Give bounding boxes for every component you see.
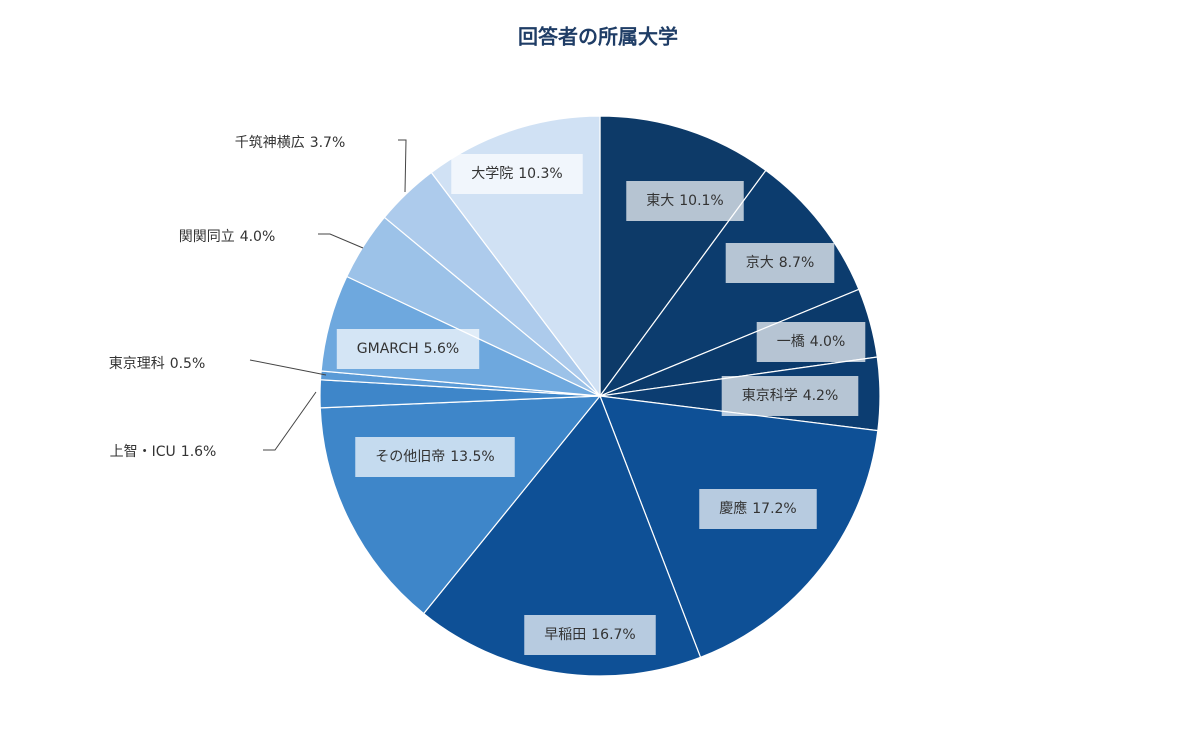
label-box (88, 344, 226, 384)
category-name: 千筑神横広 (235, 135, 305, 151)
label-box (699, 489, 817, 529)
category-name: 東大 (646, 193, 674, 209)
value-label: 13.5% (450, 449, 494, 465)
label-box (626, 181, 744, 221)
value-label: 10.3% (518, 166, 562, 182)
value-label: 8.7% (779, 255, 815, 271)
category-name: 上智・ICU (110, 444, 176, 460)
label-box (355, 437, 515, 477)
category-name: 早稲田 (544, 627, 586, 643)
leader-line (318, 233, 364, 249)
leader-line (263, 391, 317, 451)
category-name: 慶應 (719, 500, 747, 517)
label-box (214, 123, 366, 163)
value-label: 0.5% (170, 356, 206, 372)
category-name: 関関同立 (179, 229, 235, 245)
value-label: 1.6% (181, 444, 217, 460)
value-label: 10.1% (679, 193, 723, 209)
data-label: 慶應 17.2% (719, 500, 796, 517)
data-label: 一橋 4.0% (777, 334, 846, 350)
data-label: 大学院 10.3% (471, 166, 562, 182)
data-label: 東京理科 0.5% (109, 356, 206, 372)
label-box (89, 432, 237, 472)
value-label: 3.7% (310, 135, 346, 151)
data-label: 東大 10.1% (646, 193, 723, 209)
label-box (725, 243, 835, 283)
leader-line (398, 139, 407, 193)
value-label: 4.2% (803, 388, 839, 404)
category-name: 京大 (746, 255, 774, 271)
value-label: 16.7% (591, 627, 635, 643)
data-label: 千筑神横広 3.7% (235, 135, 346, 151)
label-box (721, 376, 859, 416)
data-label: 早稲田 16.7% (544, 627, 635, 643)
category-name: 大学院 (471, 166, 513, 182)
value-label: 17.2% (752, 501, 796, 517)
value-label: 5.6% (424, 341, 460, 357)
labels: 東大 10.1% 京大 8.7% 一橋 4.0% 東京科学 4.2% 慶應 17.2% 早稲田 16.… (88, 123, 866, 655)
value-label: 4.0% (240, 229, 276, 245)
pie-slice (598, 169, 860, 398)
pie-slice (422, 394, 702, 677)
label-box (524, 615, 656, 655)
label-box (336, 329, 480, 369)
label-box (158, 217, 296, 257)
data-label: その他旧帝 13.5% (375, 449, 494, 465)
label-box (756, 322, 866, 362)
data-label: 京大 8.7% (746, 255, 815, 271)
data-label: 上智・ICU 1.6% (110, 444, 217, 460)
chart-title: 回答者の所属大学 (518, 25, 678, 49)
category-name: GMARCH (357, 341, 419, 357)
category-name: 東京科学 (742, 388, 798, 404)
label-box (451, 154, 583, 194)
category-name: 東京理科 (109, 356, 165, 372)
leader-line (249, 359, 327, 376)
value-label: 4.0% (810, 334, 846, 350)
data-label: 東京科学 4.2% (742, 388, 839, 404)
data-label: GMARCH 5.6% (357, 341, 459, 357)
category-name: 一橋 (777, 334, 805, 350)
category-name: その他旧帝 (375, 449, 445, 465)
data-label: 関関同立 4.0% (179, 229, 276, 245)
